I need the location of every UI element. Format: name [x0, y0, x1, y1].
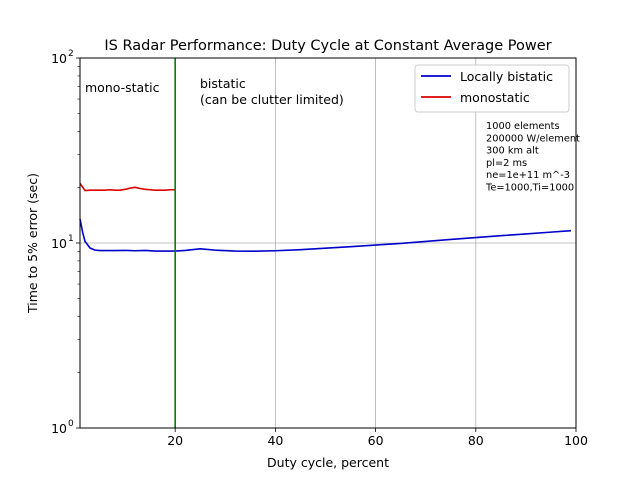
x-axis-label: Duty cycle, percent — [267, 455, 389, 470]
y-tick-exponent-10: 1 — [68, 234, 74, 244]
chart-title: IS Radar Performance: Duty Cycle at Cons… — [104, 38, 551, 54]
legend-frame — [414, 64, 570, 113]
bistatic-annotation-line2: (can be clutter limited) — [200, 92, 344, 107]
x-tick-label-20: 20 — [167, 433, 183, 448]
y-tick-exponent-100: 2 — [68, 49, 74, 59]
parameter-line-4: ne=1e+11 m^-3 — [486, 170, 570, 181]
y-tick-label-100: 10 — [51, 51, 67, 66]
series-line-locally-bistatic — [79, 218, 572, 252]
x-tick-label-40: 40 — [267, 433, 283, 448]
plot-frame — [79, 57, 577, 429]
y-axis-label: Time to 5% error (sec) — [25, 173, 40, 314]
parameter-line-1: 200000 W/element — [486, 133, 580, 144]
legend-label-locally-bistatic: Locally bistatic — [460, 69, 553, 84]
legend: Locally bistatic monostatic — [414, 64, 570, 113]
mono-static-annotation: mono-static — [85, 80, 160, 95]
y-tick-label-10: 10 — [51, 236, 67, 251]
x-tick-label-60: 60 — [368, 433, 384, 448]
series-layer — [79, 182, 572, 252]
parameter-line-3: pl=2 ms — [486, 158, 527, 169]
series-line-monostatic — [79, 182, 176, 192]
x-axis-ticks: 20 40 60 80 100 — [167, 428, 588, 448]
x-tick-label-100: 100 — [564, 433, 588, 448]
parameter-line-0: 1000 elements — [486, 121, 560, 132]
legend-label-monostatic: monostatic — [460, 90, 530, 105]
parameter-line-2: 300 km alt — [486, 146, 539, 157]
y-tick-label-1: 10 — [51, 421, 67, 436]
parameter-line-5: Te=1000,Ti=1000 — [485, 183, 574, 194]
y-tick-exponent-1: 0 — [68, 419, 74, 429]
x-tick-label-80: 80 — [468, 433, 484, 448]
bistatic-annotation-line1: bistatic — [200, 76, 246, 91]
